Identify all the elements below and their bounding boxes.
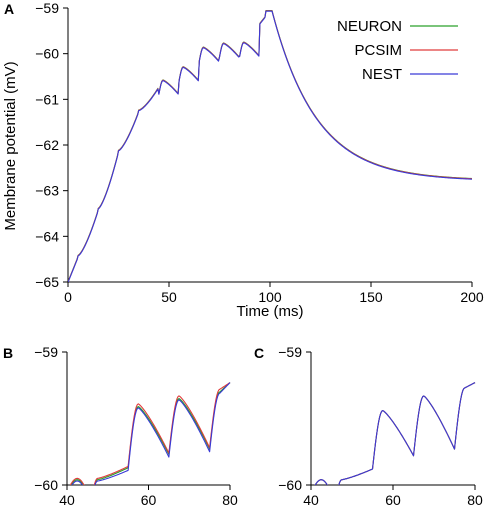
legend-label-neuron: NEURON	[337, 18, 402, 35]
y-tick-label: −65	[35, 274, 59, 290]
y-tick-label: −63	[35, 183, 59, 199]
panel-b-x-ticks: 40 60 80	[59, 485, 238, 507]
y-tick-label: −59	[278, 344, 302, 360]
x-tick-label: 60	[385, 492, 401, 507]
panel-b-y-ticks: −60 −59	[34, 344, 67, 493]
x-tick-label: 80	[467, 492, 483, 507]
panel-b-letter: B	[3, 345, 13, 361]
y-tick-label: −59	[34, 344, 58, 360]
panel-a-legend: NEURON PCSIM NEST	[337, 18, 458, 83]
series-nest-line	[71, 382, 231, 485]
panel-a-x-ticks: 0 50 100 150 200	[64, 282, 484, 305]
x-tick-label: 50	[161, 289, 177, 305]
panel-b-series	[69, 382, 231, 485]
panel-c-letter: C	[254, 345, 264, 361]
x-tick-label: 200	[460, 289, 484, 305]
panel-c: C −60 −59 40 60 80	[254, 344, 483, 507]
y-tick-label: −61	[35, 91, 59, 107]
y-tick-label: −60	[278, 477, 302, 493]
panel-c-y-ticks: −60 −59	[278, 344, 311, 493]
panel-a-x-label: Time (ms)	[237, 303, 304, 320]
y-tick-label: −64	[35, 228, 59, 244]
legend-label-nest: NEST	[362, 66, 402, 83]
x-tick-label: 0	[64, 289, 72, 305]
y-tick-label: −60	[35, 46, 59, 62]
x-tick-label: 80	[222, 492, 238, 507]
x-tick-label: 100	[258, 289, 282, 305]
panel-c-x-ticks: 40 60 80	[303, 485, 483, 507]
y-tick-label: −59	[35, 0, 59, 16]
panel-a-y-ticks: −65 −64 −63 −62 −61 −60 −59	[35, 0, 68, 290]
y-tick-label: −60	[34, 477, 58, 493]
panel-c-series	[314, 382, 476, 485]
x-tick-label: 40	[303, 492, 319, 507]
series-pcsim-line	[69, 382, 231, 485]
panel-a-letter: A	[4, 1, 14, 17]
x-tick-label: 60	[141, 492, 157, 507]
series-nest-line	[68, 10, 473, 282]
series-nest-line	[314, 382, 476, 485]
panel-a-series	[68, 9, 473, 282]
x-tick-label: 40	[59, 492, 75, 507]
panel-a-y-label: Membrane potential (mV)	[2, 61, 19, 230]
panel-b: B −60 −59 40 60 80	[3, 344, 238, 507]
x-tick-label: 150	[359, 289, 383, 305]
series-pcsim-line	[68, 10, 473, 282]
y-tick-label: −62	[35, 137, 59, 153]
series-neuron-line	[68, 9, 473, 282]
legend-label-pcsim: PCSIM	[354, 42, 402, 59]
panel-a: A −65 −64 −63 −62 −61 −60 −59 0 50 100 150 200 Tim…	[2, 0, 484, 320]
series-neuron-line	[70, 382, 231, 485]
